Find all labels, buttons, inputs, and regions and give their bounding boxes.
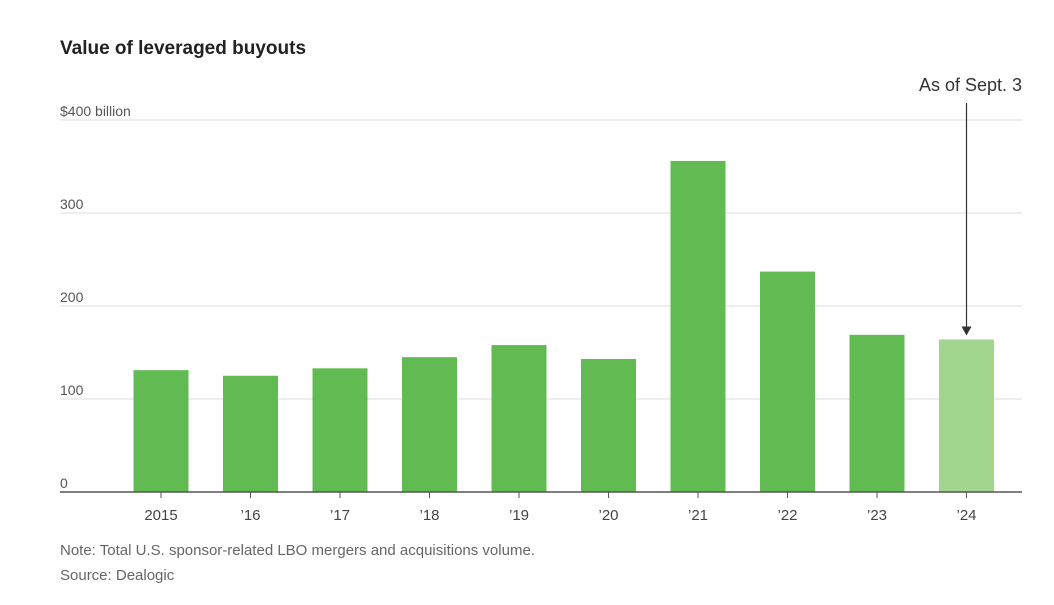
bar bbox=[939, 339, 994, 492]
y-tick-label: $400 billion bbox=[60, 103, 131, 119]
x-tick-label: ’23 bbox=[867, 507, 887, 524]
bars bbox=[133, 160, 994, 493]
x-tick-label: 2015 bbox=[144, 507, 177, 524]
bar bbox=[223, 375, 278, 492]
x-tick-label: ’18 bbox=[419, 507, 439, 524]
bar bbox=[581, 359, 636, 492]
y-tick-label: 200 bbox=[60, 289, 84, 305]
x-tick-labels: 2015 ’16 ’17 ’18 ’19 ’20 ’21 ’22 ’23 ’24 bbox=[60, 491, 1022, 524]
bar bbox=[491, 345, 547, 492]
x-tick-label: ’24 bbox=[956, 507, 976, 524]
bar bbox=[849, 334, 905, 492]
bar bbox=[670, 160, 726, 493]
x-tick-label: ’21 bbox=[688, 507, 708, 524]
x-tick-label: ’19 bbox=[509, 507, 529, 524]
y-tick-label: 300 bbox=[60, 196, 84, 212]
annotation: As of Sept. 3 bbox=[919, 75, 1022, 336]
x-tick-label: ’20 bbox=[598, 507, 618, 524]
x-tick-label: ’17 bbox=[330, 507, 350, 524]
bar bbox=[402, 357, 457, 492]
chart-title: Value of leveraged buyouts bbox=[60, 38, 307, 59]
y-tick-label: 0 bbox=[60, 475, 68, 491]
chart-note: Note: Total U.S. sponsor-related LBO mer… bbox=[60, 542, 535, 559]
bar bbox=[133, 370, 189, 492]
bar bbox=[760, 271, 815, 492]
chart-source: Source: Dealogic bbox=[60, 567, 175, 584]
bar bbox=[312, 368, 368, 492]
x-tick-label: ’22 bbox=[777, 507, 797, 524]
y-tick-label: 100 bbox=[60, 382, 84, 398]
annotation-label: As of Sept. 3 bbox=[919, 75, 1022, 95]
annotation-arrowhead bbox=[961, 326, 972, 336]
x-tick-label: ’16 bbox=[240, 507, 260, 524]
